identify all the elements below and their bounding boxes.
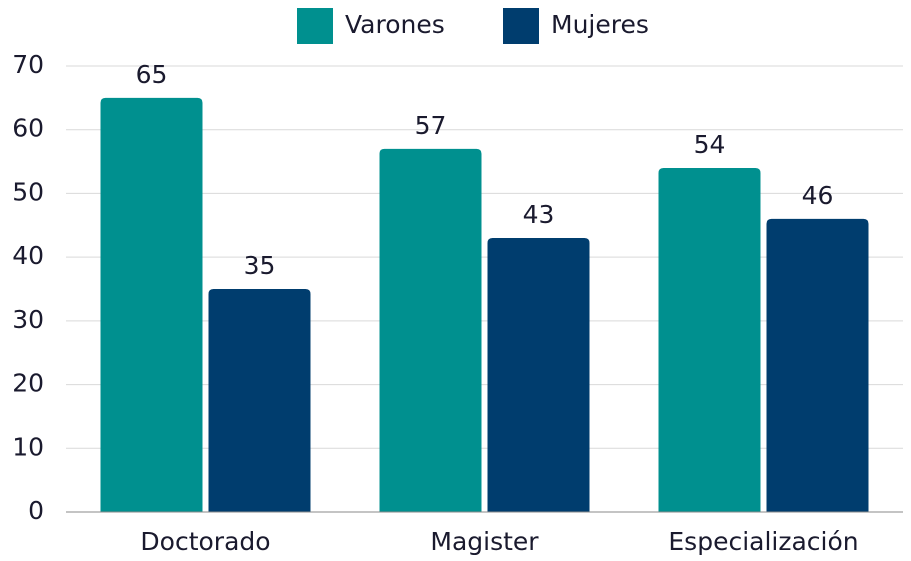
value-label: 65 [136,60,168,89]
bar [487,238,590,512]
bar [379,148,482,513]
value-label: 35 [244,251,276,280]
value-label: 46 [802,181,834,210]
y-tick-label: 50 [12,177,44,206]
bar [100,97,203,512]
legend-label: Mujeres [551,10,649,39]
y-tick-label: 20 [12,369,44,398]
legend-swatch [503,8,539,44]
bar [658,167,761,512]
y-tick-label: 70 [12,50,44,79]
y-tick-label: 60 [12,114,44,143]
x-tick-label: Especialización [668,527,858,556]
value-label: 43 [523,200,555,229]
y-tick-label: 10 [12,432,44,461]
legend-label: Varones [345,10,445,39]
bar [766,218,869,512]
value-label: 57 [415,111,447,140]
legend-swatch [297,8,333,44]
bar [208,289,311,512]
y-tick-label: 0 [28,496,44,525]
value-label: 54 [694,130,726,159]
x-tick-label: Doctorado [140,527,270,556]
x-tick-label: Magister [430,527,539,556]
y-tick-label: 40 [12,241,44,270]
y-tick-label: 30 [12,305,44,334]
